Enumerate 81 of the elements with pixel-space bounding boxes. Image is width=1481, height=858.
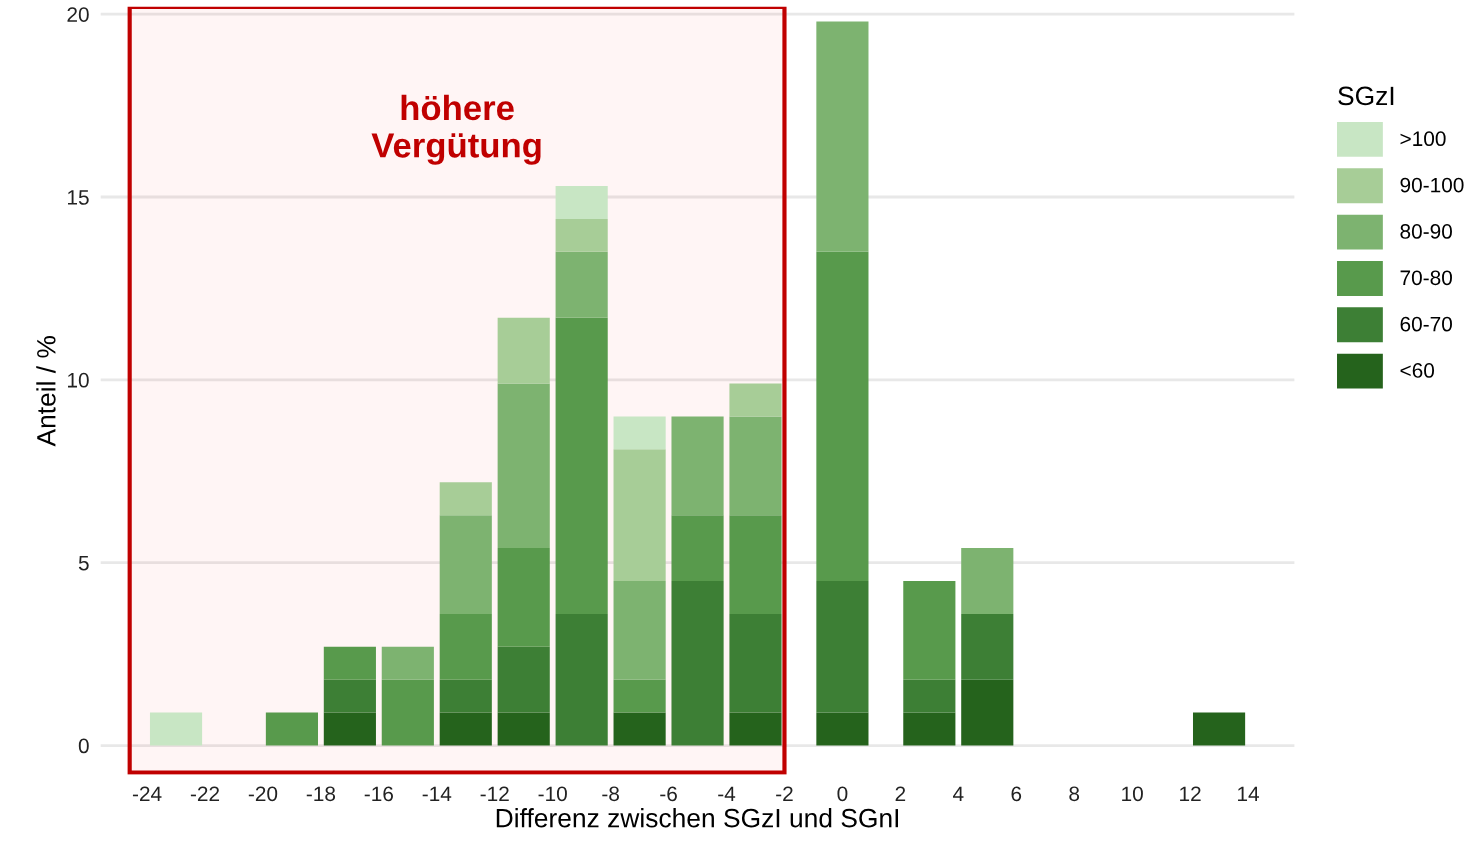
y-tick-label: 10 (68, 372, 89, 388)
x-tick-label: 4 (952, 786, 964, 801)
x-tick-label: 6 (1011, 786, 1022, 802)
bar (1192, 712, 1246, 746)
bar (439, 515, 492, 614)
bar (555, 613, 608, 746)
bar (439, 712, 492, 746)
x-tick-label: -16 (364, 786, 393, 802)
bar (671, 416, 724, 516)
x-tick-label: 10 (1122, 786, 1143, 802)
bar (613, 416, 666, 450)
legend-title: SGzI (1338, 86, 1394, 106)
bar (729, 515, 782, 614)
bar (149, 712, 203, 746)
bar (555, 218, 608, 252)
bar (323, 679, 376, 713)
bar (439, 679, 492, 713)
x-tick-label: 0 (837, 786, 848, 802)
bar (265, 712, 319, 746)
x-tick-label: 2 (895, 786, 906, 801)
x-tick-label: -22 (190, 786, 220, 801)
bar (671, 580, 724, 746)
bar (816, 580, 869, 713)
x-tick-label: -4 (718, 786, 736, 801)
y-tick-label: 15 (68, 190, 89, 205)
legend-label: 70-80 (1400, 270, 1452, 286)
bar (381, 679, 434, 746)
bar (613, 712, 666, 746)
y-tick-label: 20 (67, 7, 89, 22)
bar (613, 449, 666, 581)
legend-label: 60-70 (1400, 316, 1452, 332)
bar (961, 613, 1014, 680)
y-tick-label: 5 (78, 555, 89, 571)
x-axis-title: Differenz zwischen SGzI und SGnI (496, 808, 899, 828)
bar (961, 548, 1014, 614)
bar (729, 383, 782, 417)
x-tick-label: -10 (538, 786, 567, 802)
bar (323, 712, 376, 746)
bar (903, 580, 956, 680)
bar (555, 186, 608, 219)
bar (555, 317, 608, 614)
bar (323, 646, 376, 680)
bar (439, 482, 492, 516)
x-tick-label: -24 (132, 786, 162, 801)
legend-label: 90-100 (1400, 177, 1464, 193)
bar (497, 712, 550, 746)
band-label: höhere Vergütung (371, 94, 541, 165)
bar (816, 251, 869, 581)
x-tick-label: -14 (422, 786, 452, 801)
bar (381, 646, 434, 680)
legend-label: <60 (1400, 363, 1435, 378)
bar (816, 712, 869, 746)
bar (729, 613, 782, 713)
bar (729, 416, 782, 516)
x-tick-label: -2 (776, 786, 793, 801)
y-axis-title: Anteil / % (36, 336, 56, 447)
bar (497, 317, 550, 384)
x-tick-label: -18 (306, 786, 336, 802)
bar (671, 515, 724, 581)
y-tick-label: 0 (78, 738, 89, 754)
x-tick-label: 12 (1180, 786, 1201, 801)
bar (613, 580, 666, 680)
bar (555, 251, 608, 318)
legend-label: 80-90 (1400, 224, 1452, 239)
x-tick-label: 8 (1069, 786, 1080, 802)
x-tick-label: -8 (602, 786, 619, 802)
x-tick-label: -20 (248, 786, 278, 802)
legend-label: >100 (1400, 131, 1446, 147)
bar (961, 679, 1014, 746)
bar (439, 613, 492, 680)
bar (497, 548, 550, 647)
x-tick-label: 14 (1238, 786, 1260, 801)
bar (903, 679, 956, 713)
bar (497, 646, 550, 713)
x-tick-label: -6 (660, 786, 677, 802)
x-tick-label: -12 (480, 786, 509, 801)
bar (497, 383, 550, 549)
bar (816, 21, 869, 252)
bar (613, 679, 666, 713)
bar (903, 712, 956, 746)
bar (729, 712, 782, 746)
